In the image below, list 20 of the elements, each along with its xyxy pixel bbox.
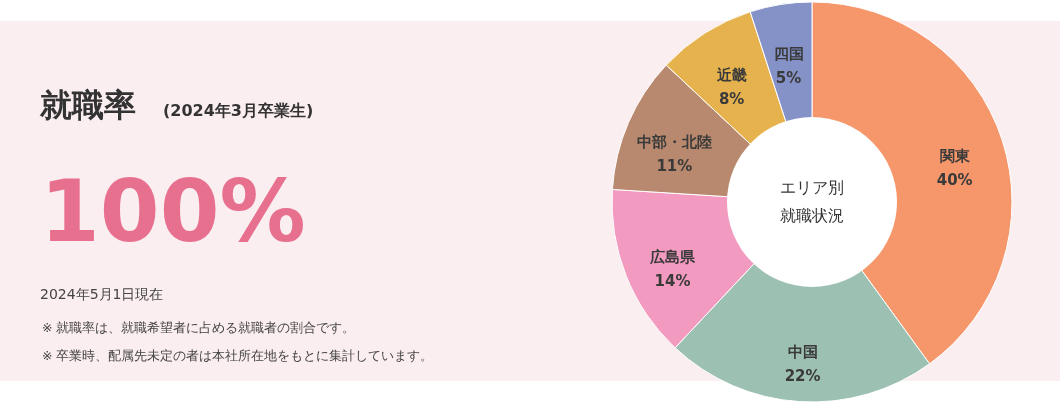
slice-label: 四国 [773,44,804,63]
text: 100% [40,161,306,261]
text: (2024年3月卒業生) [163,101,314,120]
data-label: 8% [718,90,745,109]
data-label: 11% [656,157,693,176]
text: 就職率 [39,86,136,124]
text: ※ 就職率は、就職希望者に占める就職者の割合です。 [42,320,356,335]
data-label: 40% [936,170,973,189]
slice-label: 関東 [939,146,971,165]
text: エリア別 [780,178,844,197]
data-label: 5% [775,68,802,87]
text: ※ 卒業時、配属先未定の者は本社所在地をもとに集計しています。 [42,348,434,363]
slice-label: 中国 [787,342,818,361]
data-label: 14% [654,272,691,291]
slice-label: 近畿 [715,66,747,85]
slice-label: 広島県 [649,248,697,267]
text: 2024年5月1日現在 [40,286,164,302]
data-label: 22% [784,366,821,385]
slice-label: 中部・北陸 [636,133,712,152]
text: 就職状況 [780,206,844,225]
